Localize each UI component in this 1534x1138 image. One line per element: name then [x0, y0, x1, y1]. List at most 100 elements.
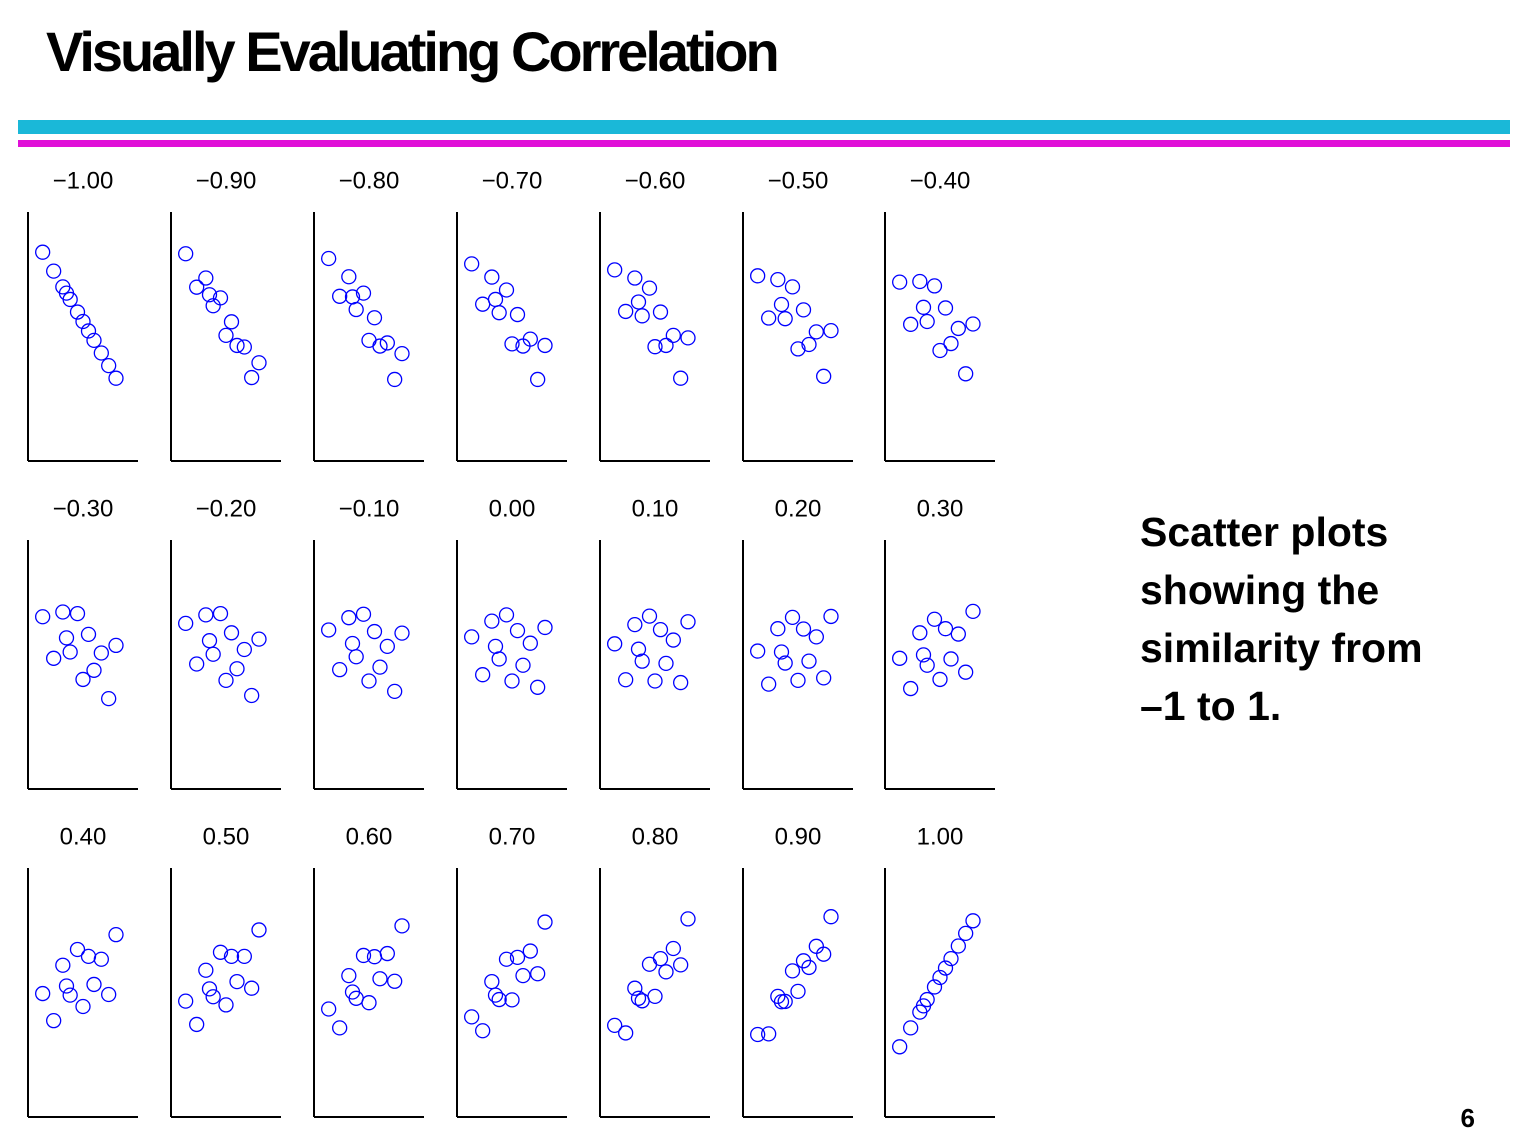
scatter-point: [816, 670, 832, 686]
scatter-point: [537, 337, 553, 354]
scatter-point: [498, 282, 515, 298]
scatter-point: [607, 1017, 623, 1034]
scatter-point: [641, 956, 658, 972]
scatter-point: [784, 963, 801, 979]
scatter-point: [205, 989, 221, 1005]
scatter-point: [801, 653, 817, 669]
plot-title: 0.90: [775, 823, 822, 850]
scatter-point: [46, 263, 62, 279]
plot-title: 0.50: [203, 823, 250, 850]
scatter-point: [761, 310, 777, 326]
plot-title: 0.20: [775, 495, 822, 522]
plot-title: 0.80: [632, 823, 679, 850]
scatter-point: [673, 370, 689, 386]
scatter-point: [943, 950, 959, 967]
scatter-point: [387, 371, 403, 388]
scatter-point: [236, 948, 252, 965]
scatter-point: [366, 310, 383, 326]
scatter-point: [652, 304, 669, 320]
scatter-point: [344, 289, 361, 305]
scatter-point: [958, 664, 974, 680]
scatter-point: [647, 339, 663, 355]
scatter-point: [178, 246, 194, 262]
scatter-point: [321, 1001, 337, 1017]
scatter-point: [647, 673, 663, 689]
scatter-point: [244, 980, 260, 996]
scatter-point: [773, 994, 790, 1010]
scatter-point: [75, 998, 91, 1015]
scatter-point: [522, 635, 538, 651]
scatter-point: [189, 279, 205, 295]
side-text: –1 to 1.: [1140, 683, 1281, 729]
scatter-point: [341, 610, 357, 626]
scatter-point: [777, 311, 793, 327]
scatter-point: [484, 613, 500, 629]
scatter-point: [892, 1039, 908, 1055]
scatter-point: [750, 1026, 766, 1043]
scatter-point: [189, 656, 205, 672]
scatter-point: [823, 909, 839, 925]
scatter-point: [522, 943, 538, 959]
scatter-point: [394, 345, 410, 362]
scatter-point: [101, 986, 117, 1003]
scatter-point: [965, 603, 981, 620]
scatter-point: [673, 674, 689, 691]
scatter-point: [919, 657, 935, 673]
scatter-point: [379, 638, 395, 654]
scatter-point: [55, 957, 71, 973]
scatter-point: [950, 320, 966, 337]
plot-title: 0.10: [632, 495, 679, 522]
scatter-point: [93, 345, 109, 361]
scatter-point: [641, 608, 658, 624]
plot-title: 0.30: [917, 495, 964, 522]
scatter-point: [937, 621, 954, 637]
scatter-point: [965, 316, 981, 332]
scatter-point: [223, 314, 240, 330]
scatter-point: [178, 615, 194, 632]
scatter-point: [332, 662, 348, 678]
scatter-point: [355, 606, 372, 622]
scatter-point: [201, 633, 218, 649]
scatter-point: [372, 659, 388, 675]
scatter-point: [926, 278, 943, 294]
scatter-point: [773, 644, 790, 660]
scatter-point: [680, 330, 696, 346]
scatter-point: [750, 268, 766, 284]
scatter-point: [46, 650, 62, 666]
scatter-point: [464, 629, 480, 645]
scatter-point: [321, 622, 337, 638]
plot-title: −1.00: [53, 167, 114, 194]
scatter-point: [530, 371, 546, 388]
scatter-point: [218, 997, 234, 1013]
scatter-point: [348, 649, 364, 665]
plot-title: 0.40: [60, 823, 107, 850]
scatter-point: [487, 987, 504, 1003]
scatter-point: [332, 1020, 348, 1036]
side-text: Scatter plots: [1140, 509, 1388, 555]
scatter-point: [464, 256, 480, 272]
scatter-point: [244, 369, 260, 386]
scatter-point: [394, 918, 410, 934]
scatter-point: [795, 302, 812, 318]
scatter-point: [537, 914, 553, 930]
scatter-point: [943, 335, 959, 352]
scatter-point: [627, 616, 643, 633]
scatter-point: [627, 980, 643, 996]
scatter-point: [647, 988, 663, 1005]
plot-title: 1.00: [917, 823, 964, 850]
scatter-point: [665, 940, 681, 957]
scatter-point: [366, 623, 383, 640]
scatter-point: [178, 993, 194, 1009]
scatter-point: [504, 336, 520, 352]
scatter-point: [361, 673, 377, 689]
scatter-point: [937, 300, 954, 316]
scatter-point: [790, 672, 806, 689]
scatter-point: [201, 287, 218, 303]
scatter-point: [680, 614, 696, 630]
scatter-point: [823, 608, 839, 625]
scatter-point: [509, 306, 526, 323]
scatter-point: [504, 992, 520, 1008]
plot-title: −0.40: [910, 167, 971, 194]
scatter-point: [607, 636, 623, 652]
scatter-point: [218, 672, 234, 689]
